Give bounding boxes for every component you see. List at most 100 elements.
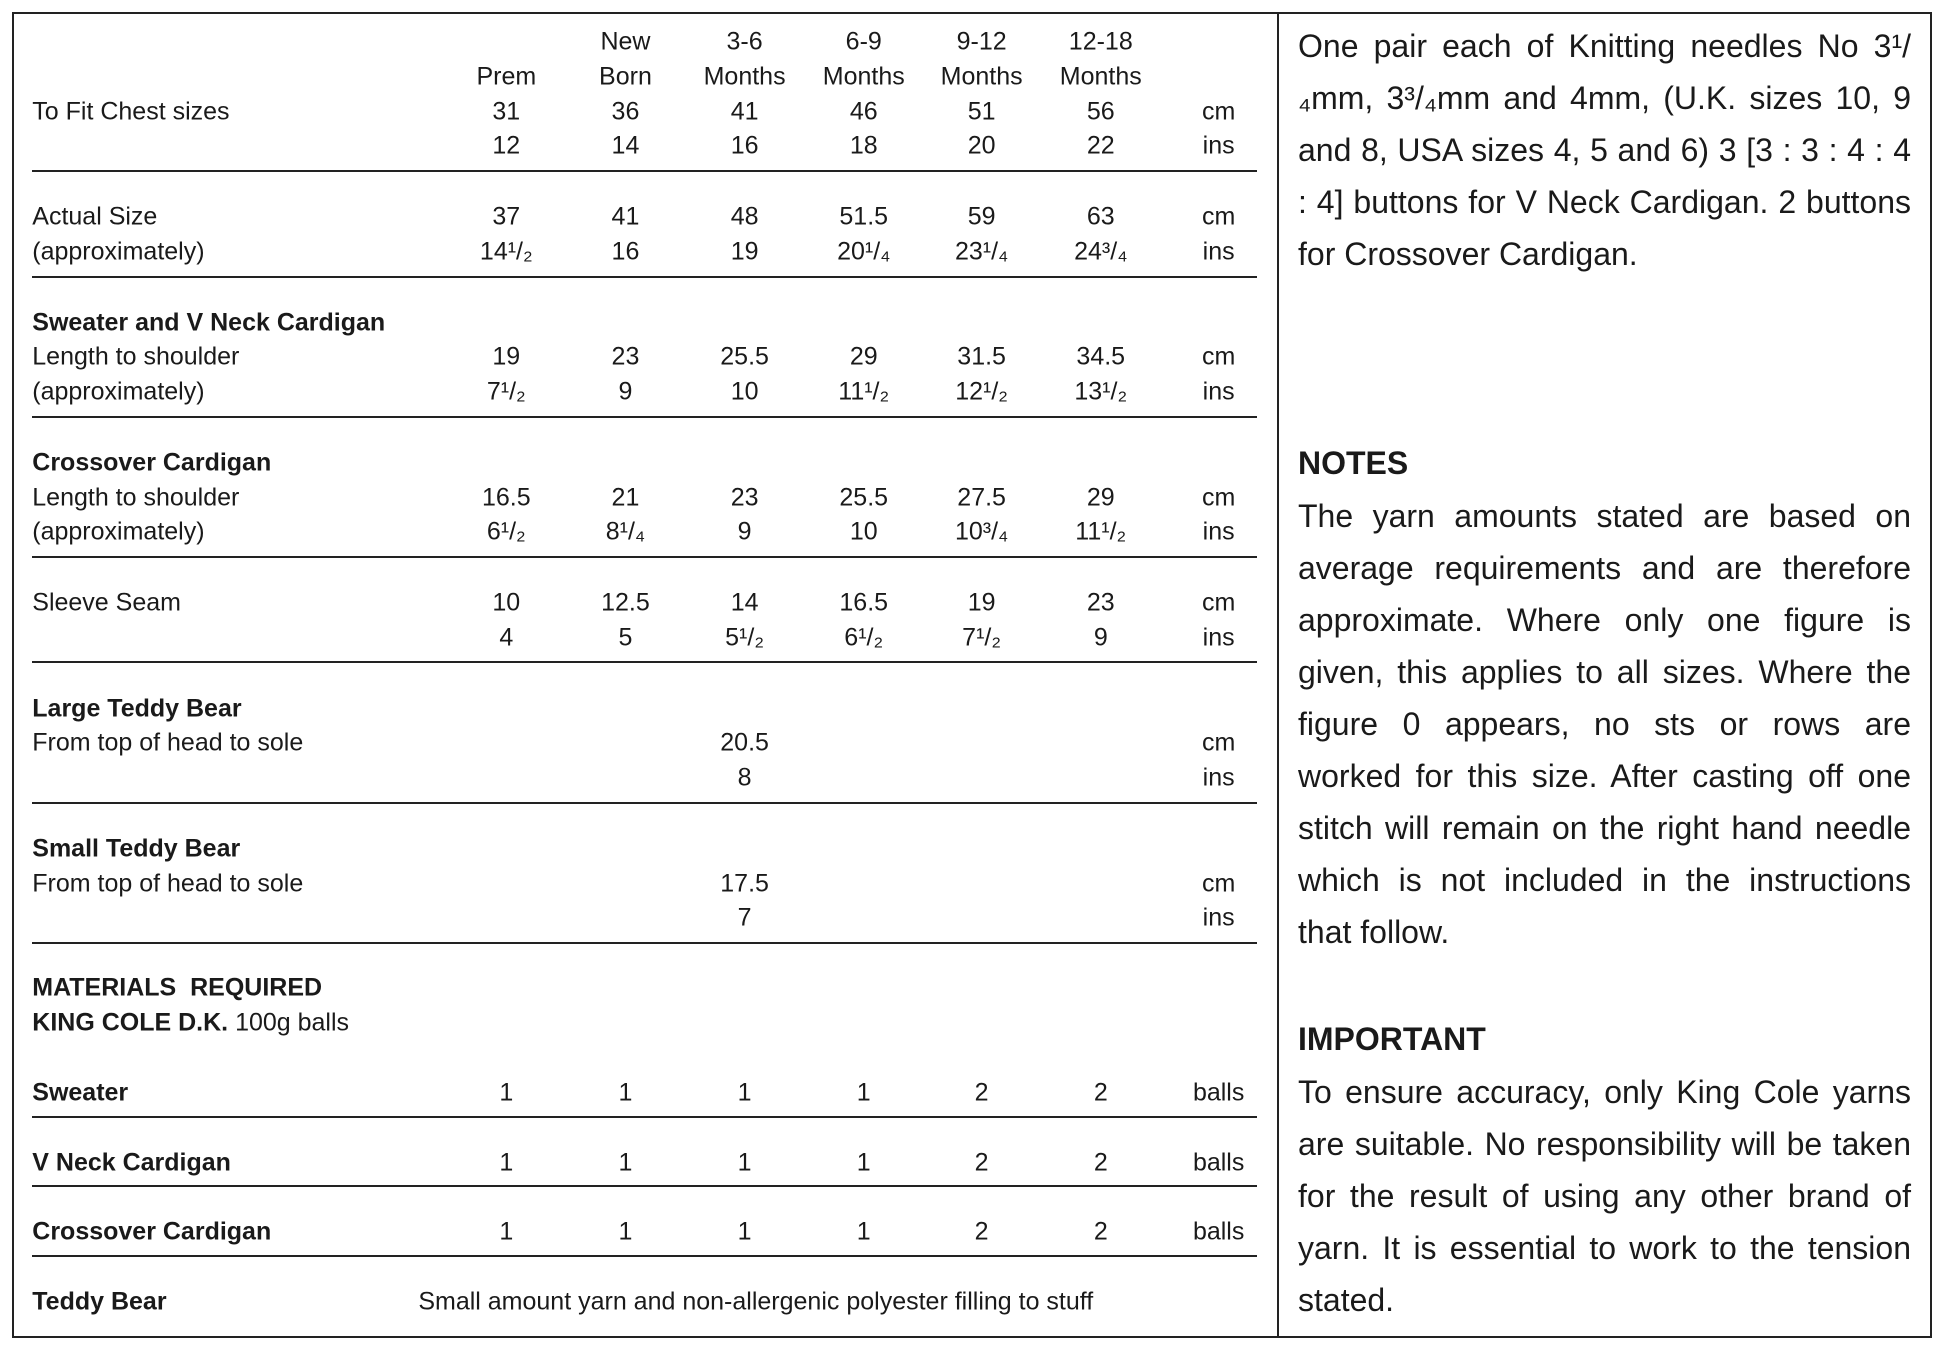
- value: 29: [849, 342, 878, 371]
- value: 16.5: [839, 588, 889, 617]
- section-heading: Large Teddy Bear: [32, 694, 242, 723]
- value: 20¹/₄: [837, 237, 891, 266]
- size-header: Prem: [476, 62, 537, 91]
- value: 19: [492, 342, 521, 371]
- size-header: 3-6: [726, 27, 763, 56]
- value: 31: [492, 97, 521, 126]
- row-label: Length to shoulder: [32, 342, 240, 371]
- row-label: Length to shoulder: [32, 483, 240, 512]
- rule: [32, 661, 1258, 664]
- rule: [32, 1115, 1258, 1118]
- item-name: Sweater: [32, 1078, 129, 1107]
- unit: ins: [1202, 377, 1235, 406]
- value: 63: [1086, 202, 1115, 231]
- row-label: From top of head to sole: [32, 728, 304, 757]
- balls-count: 1: [737, 1078, 752, 1107]
- unit: balls: [1192, 1148, 1245, 1177]
- value: 6¹/₂: [844, 623, 884, 652]
- value: 10: [730, 377, 759, 406]
- notes-text: The yarn amounts stated are based on ave…: [1298, 498, 1911, 950]
- value: 12.5: [601, 588, 650, 617]
- size-header: 9-12: [956, 27, 1007, 56]
- unit: ins: [1202, 517, 1235, 546]
- balls-count: 1: [856, 1217, 871, 1246]
- value: 23: [611, 342, 640, 371]
- balls-count: 1: [499, 1217, 514, 1246]
- value: 59: [967, 202, 996, 231]
- row-label: Actual Size: [32, 202, 158, 231]
- value: 25.5: [720, 342, 769, 371]
- rule: [32, 801, 1258, 804]
- balls-count: 1: [499, 1078, 514, 1107]
- value: 10³/₄: [954, 517, 1009, 546]
- size-header: Months: [703, 62, 786, 91]
- row-label: From top of head to sole: [32, 869, 304, 898]
- rule: [32, 941, 1258, 944]
- value: 18: [849, 131, 878, 160]
- section-heading: Small Teddy Bear: [32, 834, 241, 863]
- frame: [12, 12, 1932, 1338]
- value: 36: [611, 97, 640, 126]
- value: 11¹/₂: [1075, 517, 1127, 546]
- balls-count: 1: [856, 1078, 871, 1107]
- item-name: Teddy Bear: [32, 1287, 167, 1316]
- yarn-note: 100g balls: [235, 1008, 350, 1037]
- unit: cm: [1201, 483, 1236, 512]
- materials-title: MATERIALS REQUIRED: [32, 973, 323, 1002]
- row-label: Sleeve Seam: [32, 588, 181, 617]
- value: 14: [730, 588, 759, 617]
- row-label: To Fit Chest sizes: [32, 97, 230, 126]
- value: 19: [967, 588, 996, 617]
- unit: ins: [1202, 131, 1235, 160]
- balls-count: 2: [1093, 1217, 1108, 1246]
- unit: balls: [1192, 1217, 1245, 1246]
- value: 25.5: [839, 483, 889, 512]
- unit: ins: [1202, 237, 1235, 266]
- size-header: 6-9: [845, 27, 882, 56]
- value: 14¹/₂: [479, 237, 533, 266]
- unit: ins: [1202, 903, 1235, 932]
- size-header: Born: [599, 62, 652, 91]
- needles-text: One pair each of Knitting needles No 3¹/…: [1298, 28, 1911, 272]
- size-header: Months: [1059, 62, 1142, 91]
- value: 7¹/₂: [962, 623, 1002, 652]
- value: 9: [1093, 623, 1108, 652]
- value: 56: [1086, 97, 1115, 126]
- balls-count: 1: [618, 1148, 633, 1177]
- value: 10: [849, 517, 878, 546]
- balls-count: 1: [618, 1217, 633, 1246]
- value: 4: [499, 623, 514, 652]
- size-header: Months: [940, 62, 1023, 91]
- value: 31.5: [957, 342, 1006, 371]
- value: 8¹/₄: [605, 517, 646, 546]
- value: 9: [618, 377, 633, 406]
- balls-count: 2: [974, 1078, 989, 1107]
- value: 34.5: [1076, 342, 1126, 371]
- value: 16: [611, 237, 640, 266]
- value: 8: [737, 763, 752, 792]
- item-name: V Neck Cardigan: [32, 1148, 231, 1177]
- value: 29: [1086, 483, 1115, 512]
- value: 19: [730, 237, 759, 266]
- value: 41: [611, 202, 640, 231]
- row-label: (approximately): [32, 237, 205, 266]
- value: 14: [611, 131, 640, 160]
- value: 46: [849, 97, 878, 126]
- value: 10: [492, 588, 521, 617]
- value: 16: [730, 131, 759, 160]
- size-header: Months: [822, 62, 905, 91]
- value: 7: [737, 903, 752, 932]
- important-heading: IMPORTANT: [1298, 1021, 1486, 1057]
- value: 20.5: [720, 728, 769, 757]
- value: 23¹/₄: [954, 237, 1009, 266]
- unit: cm: [1201, 728, 1236, 757]
- value: 24³/₄: [1074, 237, 1128, 266]
- yarn-name: KING COLE D.K.: [32, 1008, 229, 1037]
- rule: [32, 170, 1258, 173]
- balls-count: 2: [974, 1217, 989, 1246]
- value: 12: [492, 131, 521, 160]
- value: 16.5: [481, 483, 531, 512]
- value: 7¹/₂: [486, 377, 526, 406]
- unit: ins: [1202, 763, 1235, 792]
